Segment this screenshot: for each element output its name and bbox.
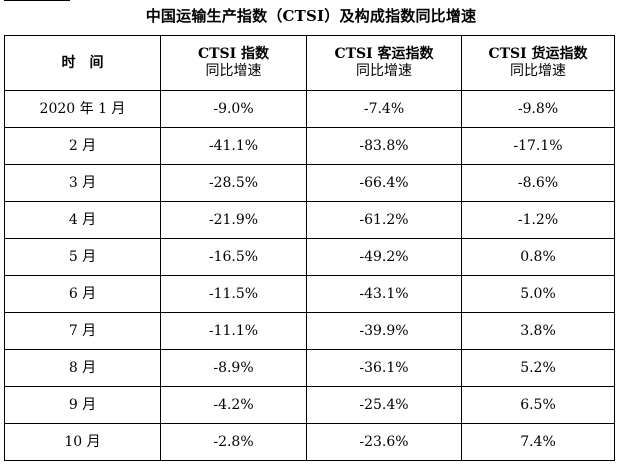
table-row: 3 月 -28.5% -66.4% -8.6% [4, 164, 615, 202]
cell-freight: 3.8% [461, 312, 615, 350]
header-freight-line2: 同比增速 [510, 63, 566, 79]
table-row: 9 月 -4.2% -25.4% 6.5% [4, 386, 615, 424]
cell-passenger: -83.8% [306, 127, 462, 165]
cell-passenger: -23.6% [306, 423, 462, 461]
cell-period: 10 月 [4, 423, 161, 461]
cell-passenger: -61.2% [306, 201, 462, 239]
table-row: 6 月 -11.5% -43.1% 5.0% [4, 275, 615, 313]
cell-ctsi: -11.1% [160, 312, 307, 350]
header-freight-line1: CTSI 货运指数 [488, 46, 588, 62]
header-period-label: 时 间 [61, 54, 104, 71]
cell-period: 5 月 [4, 238, 161, 276]
table-row: 2 月 -41.1% -83.8% -17.1% [4, 127, 615, 165]
cell-freight: -8.6% [461, 164, 615, 202]
cell-ctsi: -16.5% [160, 238, 307, 276]
cell-period: 6 月 [4, 275, 161, 313]
header-period: 时 间 [4, 35, 161, 91]
cell-ctsi: -28.5% [160, 164, 307, 202]
cell-ctsi: -11.5% [160, 275, 307, 313]
cell-freight: 5.0% [461, 275, 615, 313]
cell-freight: -9.8% [461, 90, 615, 128]
table-row: 8 月 -8.9% -36.1% 5.2% [4, 349, 615, 387]
cell-freight: 5.2% [461, 349, 615, 387]
cell-freight: -17.1% [461, 127, 615, 165]
cell-period: 2020 年 1 月 [4, 90, 161, 128]
header-ctsi-line2: 同比增速 [205, 63, 262, 79]
cell-freight: -1.2% [461, 201, 615, 239]
top-rule [4, 0, 70, 1]
cell-ctsi: -21.9% [160, 201, 307, 239]
cell-period: 9 月 [4, 386, 161, 424]
cell-passenger: -43.1% [306, 275, 462, 313]
cell-ctsi: -4.2% [160, 386, 307, 424]
cell-ctsi: -41.1% [160, 127, 307, 165]
cell-freight: 6.5% [461, 386, 615, 424]
cell-passenger: -66.4% [306, 164, 462, 202]
cell-ctsi: -9.0% [160, 90, 307, 128]
table-row: 4 月 -21.9% -61.2% -1.2% [4, 201, 615, 239]
header-passenger: CTSI 客运指数 同比增速 [306, 35, 462, 91]
cell-period: 2 月 [4, 127, 161, 165]
cell-period: 3 月 [4, 164, 161, 202]
table-title: 中国运输生产指数（CTSI）及构成指数同比增速 [145, 7, 477, 25]
ctsi-table: 时 间 CTSI 指数 同比增速 CTSI 客运指数 同比增速 CTSI 货运指… [4, 35, 615, 461]
header-ctsi: CTSI 指数 同比增速 [160, 35, 307, 91]
cell-period: 7 月 [4, 312, 161, 350]
cell-passenger: -25.4% [306, 386, 462, 424]
cell-ctsi: -8.9% [160, 349, 307, 387]
cell-passenger: -49.2% [306, 238, 462, 276]
cell-ctsi: -2.8% [160, 423, 307, 461]
header-passenger-line2: 同比增速 [356, 63, 412, 79]
header-ctsi-line1: CTSI 指数 [197, 46, 270, 62]
cell-passenger: -7.4% [306, 90, 462, 128]
cell-passenger: -39.9% [306, 312, 462, 350]
table-header-row: 时 间 CTSI 指数 同比增速 CTSI 客运指数 同比增速 CTSI 货运指… [4, 35, 615, 91]
header-passenger-line1: CTSI 客运指数 [334, 46, 434, 62]
cell-passenger: -36.1% [306, 349, 462, 387]
table-row: 10 月 -2.8% -23.6% 7.4% [4, 423, 615, 461]
cell-period: 8 月 [4, 349, 161, 387]
cell-period: 4 月 [4, 201, 161, 239]
cell-freight: 7.4% [461, 423, 615, 461]
table-row: 2020 年 1 月 -9.0% -7.4% -9.8% [4, 90, 615, 128]
table-row: 7 月 -11.1% -39.9% 3.8% [4, 312, 615, 350]
table-row: 5 月 -16.5% -49.2% 0.8% [4, 238, 615, 276]
cell-freight: 0.8% [461, 238, 615, 276]
header-freight: CTSI 货运指数 同比增速 [461, 35, 615, 91]
